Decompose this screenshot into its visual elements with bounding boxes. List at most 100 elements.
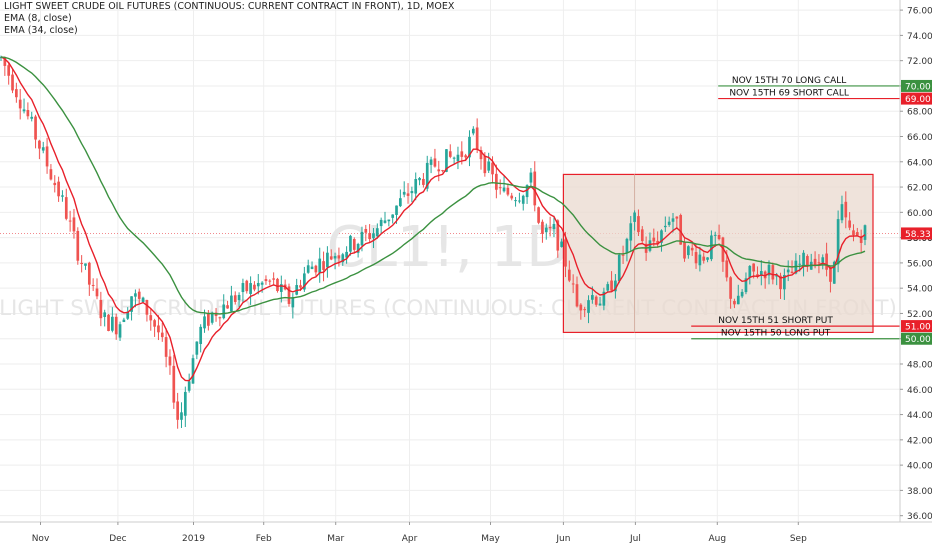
candle-body <box>418 178 421 181</box>
candle-body <box>333 256 337 259</box>
option-level-labels: NOV 15TH 70 LONG CALL NOV 15TH 69 SHORT C… <box>718 76 849 339</box>
time-tick-label: Mar <box>327 534 344 544</box>
candle-body <box>771 265 775 280</box>
candle-body <box>687 246 690 256</box>
candle-body <box>491 162 494 175</box>
price-tick-label: 60.00 <box>907 209 932 219</box>
candle-body <box>68 220 72 222</box>
candle-body <box>422 178 425 185</box>
candle-body <box>99 299 103 319</box>
candle-body <box>41 147 45 151</box>
time-tick-label: Nov <box>32 534 50 544</box>
candle-body <box>356 243 360 253</box>
candle-body <box>414 179 418 194</box>
level-label: NOV 15TH 50 LONG PUT <box>721 329 831 339</box>
candle-body <box>506 187 510 195</box>
candle-body <box>464 155 467 158</box>
candle-body <box>15 89 18 98</box>
candle-body <box>468 136 471 158</box>
candle-body <box>53 182 57 186</box>
candle-body <box>725 260 729 278</box>
candle-body <box>299 285 302 288</box>
candle-body <box>360 231 364 246</box>
candle-body <box>706 257 709 260</box>
candle-body <box>383 220 387 223</box>
candle-body <box>817 262 821 264</box>
level-label: NOV 15TH 69 SHORT CALL <box>729 89 849 99</box>
candle-body <box>806 256 809 266</box>
time-axis[interactable]: Nov Dec 2019 Feb Mar Apr May Jun Jul Aug Sep <box>0 521 932 550</box>
last-price-label: 58.33 <box>905 230 931 240</box>
candle-body <box>160 332 164 338</box>
level-value-label: 69.00 <box>905 95 931 105</box>
candle-body <box>656 240 659 245</box>
candle-body <box>195 341 199 355</box>
candle-body <box>134 293 137 297</box>
candle-body <box>567 269 571 281</box>
candle-body <box>95 288 99 297</box>
candle-body <box>663 225 667 228</box>
candle-body <box>652 237 656 242</box>
price-tick-label: 72.00 <box>907 57 932 67</box>
candle-body <box>748 266 752 278</box>
candle-body <box>199 326 203 344</box>
candle-body <box>149 315 153 321</box>
candle-body <box>825 253 828 270</box>
legend-ema-fast: EMA (8, close) <box>4 13 72 24</box>
candle-body <box>326 252 329 268</box>
candle-body <box>230 295 233 312</box>
price-axis[interactable]: 36.00 38.00 40.00 42.00 44.00 46.00 48.00 50.00… <box>899 0 932 550</box>
candle-body <box>260 282 264 285</box>
candle-body <box>564 239 567 267</box>
candle-body <box>594 296 598 305</box>
candle-body <box>402 191 406 195</box>
candle-body <box>107 314 110 332</box>
candle-body <box>379 219 383 227</box>
candle-body <box>752 263 755 272</box>
candle-body <box>548 227 552 229</box>
candle-body <box>256 283 260 287</box>
price-tick-label: 62.00 <box>907 184 932 194</box>
time-tick-label: Dec <box>109 534 126 544</box>
price-tick-label: 38.00 <box>907 487 932 497</box>
candle-body <box>111 316 114 331</box>
level-label: NOV 15TH 51 SHORT PUT <box>718 316 833 326</box>
candle-body <box>153 320 156 327</box>
candle-body <box>591 295 594 300</box>
candle-body <box>168 356 172 366</box>
candle-body <box>233 295 237 302</box>
candle-body <box>717 235 721 240</box>
price-tick-label: 64.00 <box>907 158 932 168</box>
option-level-lines[interactable] <box>691 85 900 340</box>
time-tick-label: Aug <box>709 534 727 544</box>
candle-body <box>733 300 736 305</box>
candle-body <box>848 220 851 228</box>
candle-body <box>352 239 356 250</box>
candle-body <box>337 255 341 259</box>
candle-body <box>583 309 587 311</box>
candle-body <box>61 195 64 197</box>
candle-body <box>314 265 318 273</box>
candle-body <box>180 412 183 420</box>
price-tick-label: 54.00 <box>907 285 932 295</box>
candle-body <box>141 297 145 303</box>
candle-body <box>103 312 107 317</box>
candle-body <box>268 280 272 282</box>
candle-body <box>245 280 249 292</box>
candle-body <box>183 391 187 416</box>
candle-body <box>859 236 863 243</box>
candle-body <box>840 204 844 221</box>
candle-body <box>11 74 14 91</box>
level-value-label: 50.00 <box>905 335 931 345</box>
candle-body <box>713 234 717 236</box>
candle-body <box>237 294 241 301</box>
candle-body <box>341 254 345 263</box>
last-price-badge <box>901 227 932 240</box>
candle-body <box>433 158 437 167</box>
chart-legend: LIGHT SWEET CRUDE OIL FUTURES (CONTINUOU… <box>4 1 454 37</box>
candle-body <box>471 128 475 134</box>
candle-body <box>437 169 441 172</box>
candle-body <box>272 278 275 280</box>
